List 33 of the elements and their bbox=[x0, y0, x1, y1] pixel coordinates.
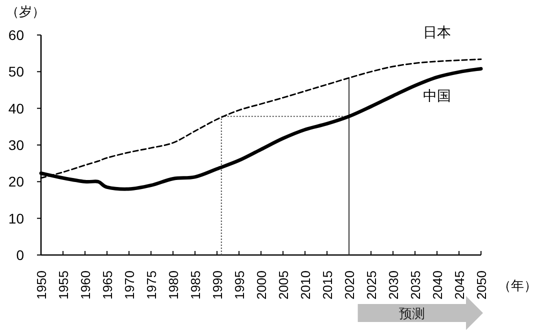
x-tick-label: 1980 bbox=[166, 270, 181, 300]
x-tick-label: 1990 bbox=[210, 270, 225, 300]
x-tick-label: 2035 bbox=[408, 270, 423, 300]
x-axis-title: （年） bbox=[498, 279, 537, 294]
y-tick-label: 40 bbox=[8, 100, 24, 116]
y-tick-label: 60 bbox=[8, 27, 24, 43]
x-tick-label: 2030 bbox=[386, 270, 401, 300]
series-label: 中国 bbox=[423, 88, 451, 105]
x-tick-label: 1960 bbox=[78, 270, 93, 300]
x-tick-label: 1965 bbox=[100, 270, 115, 300]
series-label: 日本 bbox=[423, 25, 451, 42]
x-tick-label: 2050 bbox=[474, 270, 489, 300]
x-tick-label: 2000 bbox=[254, 270, 269, 300]
x-tick-label: 1975 bbox=[144, 270, 159, 300]
x-tick-label: 2020 bbox=[342, 270, 357, 300]
x-tick-label: 1970 bbox=[122, 270, 137, 300]
x-tick-label: 2005 bbox=[276, 270, 291, 300]
x-tick-label: 2025 bbox=[364, 270, 379, 300]
text: 预测 bbox=[398, 307, 425, 322]
x-tick-label: 1995 bbox=[232, 270, 247, 300]
x-tick-label: 2040 bbox=[430, 270, 445, 300]
x-tick-label: 2015 bbox=[320, 270, 335, 300]
y-tick-label: 20 bbox=[8, 174, 24, 190]
y-axis-title: （岁） bbox=[6, 5, 45, 20]
x-tick-label: 1985 bbox=[188, 270, 203, 300]
y-tick-label: 0 bbox=[16, 247, 24, 263]
x-tick-label: 1955 bbox=[56, 270, 71, 300]
y-tick-label: 10 bbox=[8, 210, 24, 226]
x-tick-label: 2010 bbox=[298, 270, 313, 300]
y-tick-label: 30 bbox=[8, 137, 24, 153]
x-tick-label: 2045 bbox=[452, 270, 467, 300]
y-tick-label: 50 bbox=[8, 64, 24, 80]
x-tick-label: 1950 bbox=[34, 270, 49, 300]
